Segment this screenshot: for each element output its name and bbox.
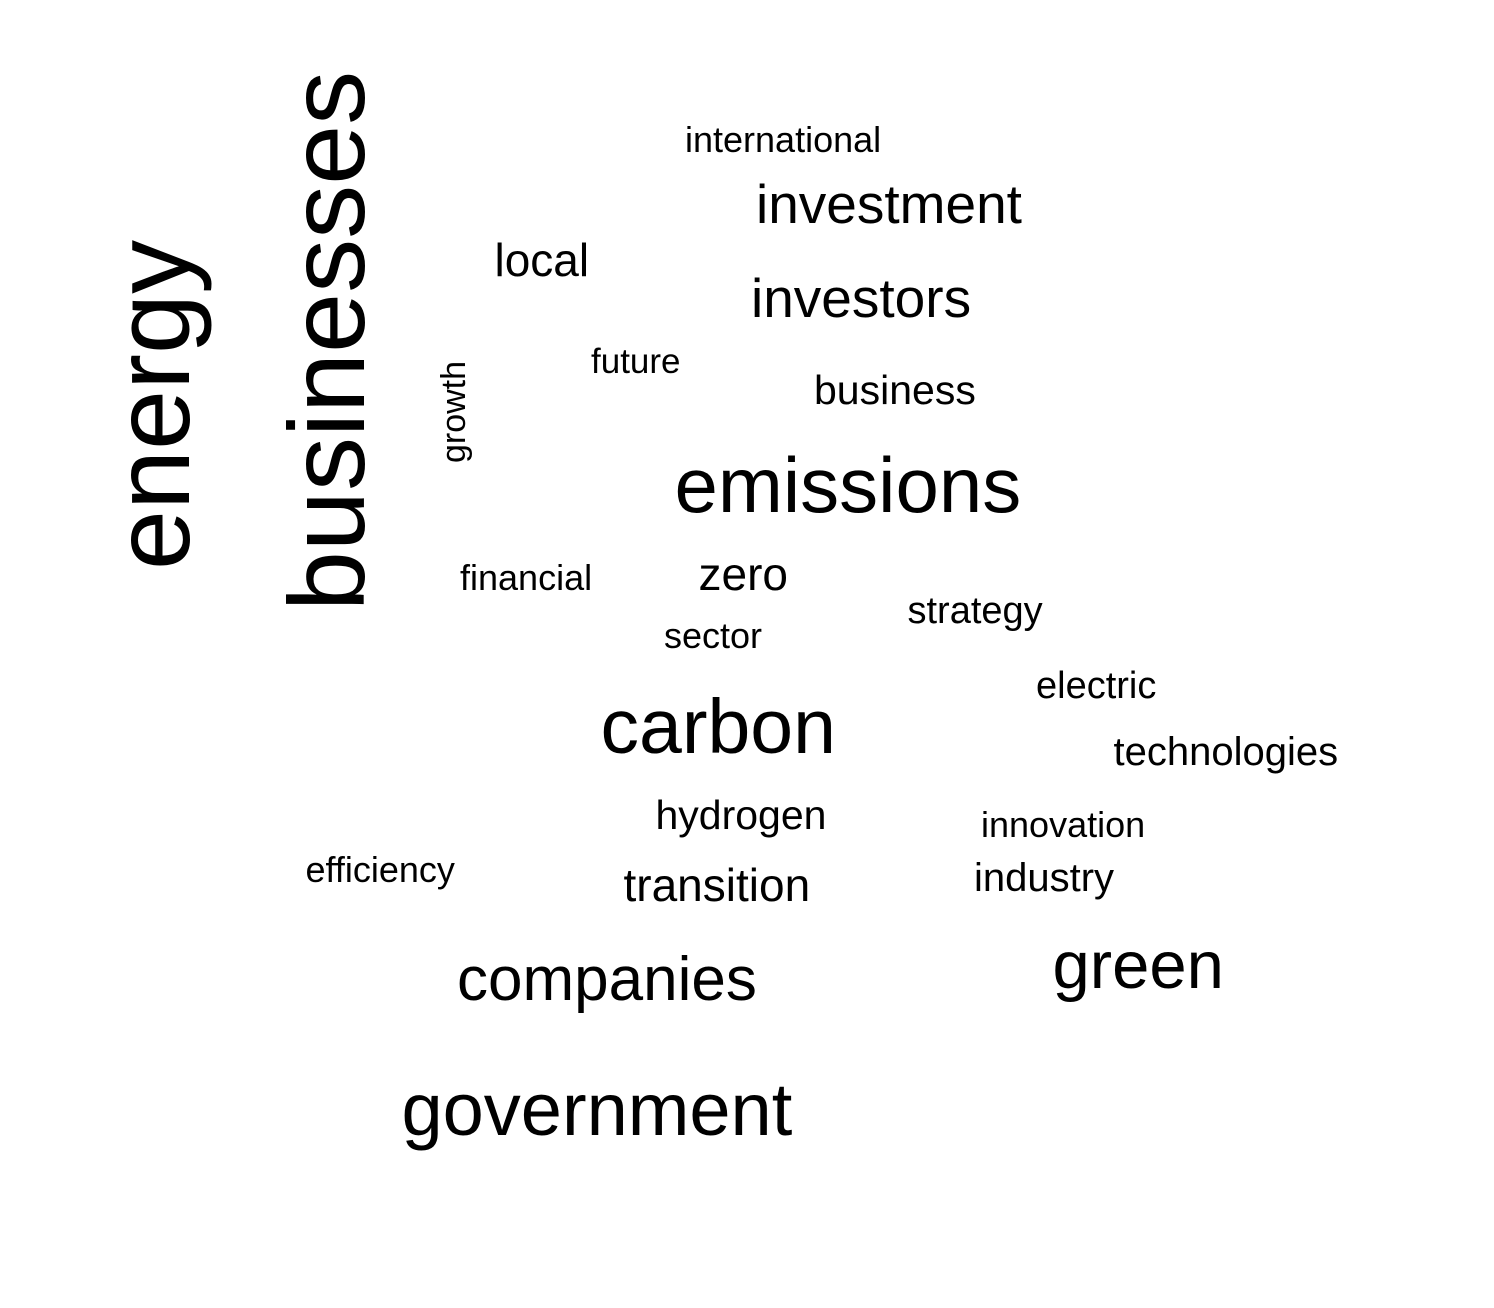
word-sector: sector [664, 615, 763, 656]
word-international: international [685, 119, 882, 160]
word-transition: transition [623, 859, 811, 911]
word-technologies: technologies [1113, 730, 1339, 774]
word-financial: financial [460, 557, 593, 598]
word-emissions: emissions [674, 441, 1022, 529]
word-green: green [1052, 927, 1224, 1003]
word-energy: energy [91, 239, 213, 571]
word-efficiency: efficiency [305, 849, 455, 890]
word-growth: growth [435, 360, 474, 464]
word-businesses: businesses [266, 70, 388, 612]
word-zero: zero [698, 548, 788, 600]
word-investment: investment [756, 172, 1022, 235]
word-industry: industry [974, 856, 1115, 900]
word-government: government [401, 1068, 793, 1151]
word-investors: investors [751, 266, 972, 329]
word-strategy: strategy [907, 590, 1043, 632]
word-future: future [591, 341, 681, 381]
word-business: business [814, 366, 976, 413]
word-innovation: innovation [981, 804, 1146, 845]
word-hydrogen: hydrogen [655, 791, 827, 838]
word-electric: electric [1036, 665, 1157, 707]
word-companies: companies [457, 945, 757, 1014]
word-carbon: carbon [600, 683, 836, 770]
word-local: local [494, 234, 590, 286]
